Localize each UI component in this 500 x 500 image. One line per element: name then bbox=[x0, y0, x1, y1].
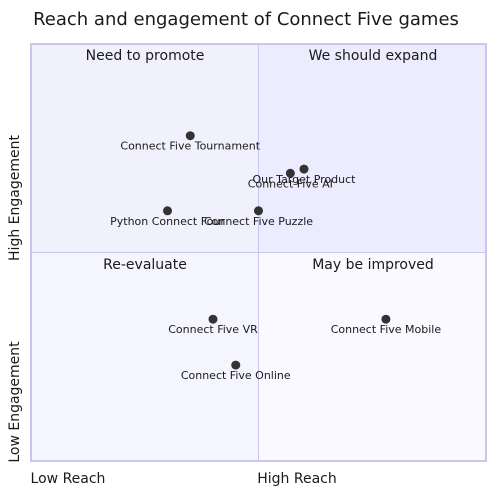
data-point-label: Connect Five AI bbox=[248, 177, 333, 190]
quadrant-1-area bbox=[258, 44, 486, 253]
data-point bbox=[285, 168, 295, 178]
data-point-label: Connect Five Tournament bbox=[120, 140, 260, 153]
data-point bbox=[185, 131, 195, 141]
data-point-label: Connect Five Online bbox=[181, 369, 291, 382]
quadrant-4-label: May be improved bbox=[312, 257, 434, 273]
data-point bbox=[163, 206, 172, 216]
data-point bbox=[231, 360, 241, 370]
data-point-label: Connect Five Puzzle bbox=[204, 215, 313, 228]
data-point-label: Connect Five VR bbox=[168, 323, 258, 336]
x-axis-high-label: High Reach bbox=[257, 471, 337, 487]
quadrant-4-area bbox=[258, 252, 486, 461]
chart-title: Reach and engagement of Connect Five gam… bbox=[33, 9, 459, 30]
data-point bbox=[299, 164, 309, 174]
data-point bbox=[254, 206, 263, 216]
quadrant-3-area bbox=[31, 252, 259, 461]
data-point-label: Python Connect Four bbox=[110, 215, 225, 228]
quadrant-2-label: Need to promote bbox=[86, 48, 205, 64]
data-point bbox=[381, 314, 391, 324]
x-axis-low-label: Low Reach bbox=[31, 471, 106, 487]
points-layer: Connect Five Tournament Connect Five AIOu… bbox=[110, 131, 441, 382]
quadrant-3-label: Re-evaluate bbox=[103, 257, 187, 273]
data-point bbox=[208, 314, 218, 324]
quadrant-1-label: We should expand bbox=[309, 48, 438, 64]
y-axis-high-label: High Engagement bbox=[7, 135, 23, 261]
data-point-label: Our Target Product bbox=[253, 173, 357, 186]
y-axis-low-label: Low Engagement bbox=[7, 341, 23, 463]
quadrant-2-area bbox=[31, 44, 259, 253]
data-point-label: Connect Five Mobile bbox=[331, 323, 442, 336]
plot-border bbox=[30, 43, 487, 462]
